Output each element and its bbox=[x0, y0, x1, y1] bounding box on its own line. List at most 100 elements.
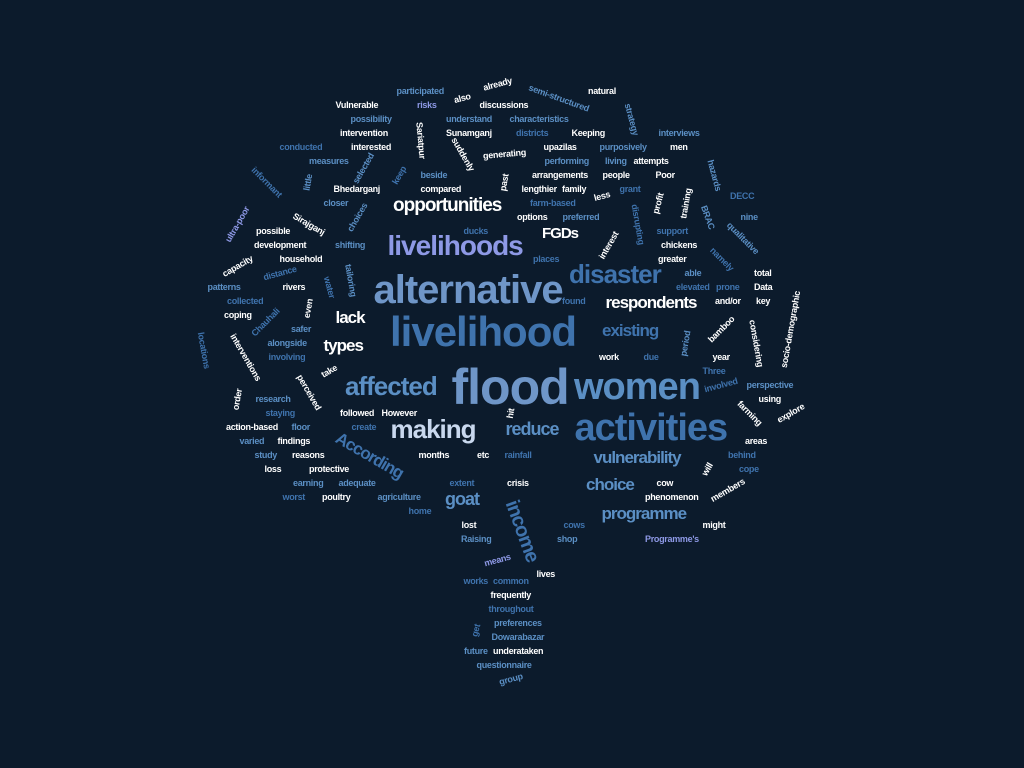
cloud-word-three: Three bbox=[702, 365, 726, 376]
cloud-word-worst: worst bbox=[282, 491, 306, 502]
cloud-word-activities: activities bbox=[574, 407, 729, 449]
cloud-word-also: also bbox=[452, 90, 472, 105]
cloud-word-keeping: Keeping bbox=[571, 127, 606, 138]
cloud-word-existing: existing bbox=[602, 320, 659, 340]
cloud-word-throughout: throughout bbox=[488, 603, 534, 614]
cloud-word-greater: greater bbox=[658, 253, 687, 264]
cloud-word-nine: nine bbox=[740, 211, 759, 222]
cloud-word-protective: protective bbox=[309, 463, 350, 474]
cloud-word-people: people bbox=[602, 169, 631, 180]
cloud-word-districts: districts bbox=[516, 127, 549, 138]
cloud-word-vulnerability: vulnerability bbox=[593, 447, 682, 467]
cloud-word-order: order bbox=[230, 387, 245, 411]
cloud-word-livelihoods: livelihoods bbox=[387, 230, 524, 261]
cloud-word-perceived: perceived bbox=[294, 372, 323, 412]
cloud-word-collected: collected bbox=[227, 295, 264, 306]
cloud-word-get: get bbox=[468, 622, 482, 638]
cloud-word-earning: earning bbox=[293, 477, 324, 488]
cloud-word-perspective: perspective bbox=[746, 379, 794, 390]
cloud-word-natural: natural bbox=[588, 85, 616, 96]
cloud-word-alongside: alongside bbox=[267, 337, 308, 348]
cloud-word-grant: grant bbox=[619, 183, 641, 194]
cloud-word-however: However bbox=[381, 407, 418, 418]
cloud-word-agriculture: agriculture bbox=[377, 491, 422, 502]
cloud-word-members: members bbox=[708, 475, 747, 504]
cloud-word-lack: lack bbox=[335, 307, 366, 327]
cloud-word-loss: loss bbox=[264, 463, 282, 474]
cloud-word-found: found bbox=[562, 295, 586, 306]
cloud-word-strategy: strategy bbox=[622, 101, 641, 136]
cloud-word-tailoring: tailoring bbox=[342, 262, 359, 297]
cloud-word-sirajganj: Sirajganj bbox=[290, 210, 327, 237]
cloud-word-interventions: interventions bbox=[227, 331, 263, 383]
cloud-word-works: works bbox=[463, 575, 489, 586]
cloud-word-ducks: ducks bbox=[463, 225, 489, 236]
cloud-word-followed: followed bbox=[340, 407, 375, 418]
cloud-word-and-or: and/or bbox=[715, 295, 741, 306]
cloud-word-making: making bbox=[390, 414, 477, 444]
cloud-word-arrangements: arrangements bbox=[532, 169, 588, 180]
cloud-word-types: types bbox=[323, 335, 364, 355]
cloud-word-programme: programme bbox=[601, 503, 688, 523]
cloud-word-flood: flood bbox=[451, 359, 570, 415]
cloud-word-extent: extent bbox=[449, 477, 475, 488]
cloud-word-fgds: FGDs bbox=[542, 224, 579, 242]
cloud-word-preferences: preferences bbox=[494, 617, 542, 628]
cloud-word-disaster: disaster bbox=[569, 259, 662, 289]
cloud-word-using: using bbox=[758, 393, 782, 404]
cloud-word-rivers: rivers bbox=[282, 281, 306, 292]
cloud-word-common: common bbox=[493, 575, 529, 586]
cloud-word-frequently: frequently bbox=[490, 589, 532, 600]
cloud-word-cow: cow bbox=[656, 477, 674, 488]
cloud-word-programme-s: Programme's bbox=[645, 533, 699, 544]
cloud-word-behind: behind bbox=[728, 449, 756, 460]
cloud-word-reasons: reasons bbox=[292, 449, 325, 460]
cloud-word-qualitative: qualitative bbox=[724, 219, 761, 256]
cloud-word-past: past bbox=[497, 172, 511, 192]
cloud-word-research: research bbox=[255, 393, 291, 404]
cloud-word-suddenly: suddenly bbox=[448, 135, 477, 173]
cloud-word-living: living bbox=[605, 155, 627, 166]
cloud-word-understand: understand bbox=[446, 113, 493, 124]
cloud-word-even: even bbox=[301, 297, 315, 319]
cloud-word-phenomenon: phenomenon bbox=[645, 491, 699, 502]
cloud-word-hit: hit bbox=[504, 407, 517, 419]
cloud-word-chickens: chickens bbox=[661, 239, 698, 250]
cloud-word-elevated: elevated bbox=[676, 281, 710, 292]
cloud-word-underataken: underataken bbox=[493, 645, 544, 656]
cloud-word-household: household bbox=[279, 253, 323, 264]
cloud-word-characteristics: characteristics bbox=[509, 113, 569, 124]
cloud-word-attempts: attempts bbox=[633, 155, 669, 166]
cloud-word-compared: compared bbox=[420, 183, 462, 194]
cloud-word-take: take bbox=[318, 362, 339, 380]
cloud-word-bamboo: bamboo bbox=[705, 313, 737, 344]
cloud-word-measures: measures bbox=[309, 155, 349, 166]
cloud-word-men: men bbox=[670, 141, 688, 152]
cloud-word-brac: BRAC bbox=[698, 203, 717, 231]
cloud-word-patterns: patterns bbox=[207, 281, 241, 292]
cloud-word-data: Data bbox=[754, 281, 773, 292]
cloud-word-purposively: purposively bbox=[599, 141, 648, 152]
cloud-word-sariatpur: Sariatpur bbox=[413, 121, 427, 159]
cloud-word-keep: keep bbox=[389, 163, 408, 186]
cloud-word-locations: locations bbox=[195, 330, 212, 369]
cloud-word-safer: safer bbox=[291, 323, 312, 334]
cloud-word-vulnerable: Vulnerable bbox=[335, 99, 379, 110]
cloud-word-possible: possible bbox=[256, 225, 291, 236]
cloud-word-study: study bbox=[254, 449, 278, 460]
cloud-word-areas: areas bbox=[745, 435, 768, 446]
cloud-word-raising: Raising bbox=[461, 533, 492, 544]
cloud-word-adequate: adequate bbox=[338, 477, 376, 488]
cloud-word-respondents: respondents bbox=[605, 292, 698, 312]
cloud-word-namely: namely bbox=[707, 244, 736, 273]
cloud-word-key: key bbox=[756, 295, 771, 306]
cloud-word-conducted: conducted bbox=[279, 141, 323, 152]
cloud-word-training: training bbox=[677, 186, 693, 219]
cloud-word-alternative: alternative bbox=[373, 268, 564, 312]
cloud-word-prone: prone bbox=[716, 281, 740, 292]
cloud-word-generating: generating bbox=[482, 146, 526, 161]
cloud-word-preferred: preferred bbox=[562, 211, 600, 222]
cloud-word-explore: explore bbox=[775, 400, 807, 425]
cloud-word-disrupting: disrupting bbox=[629, 202, 646, 245]
